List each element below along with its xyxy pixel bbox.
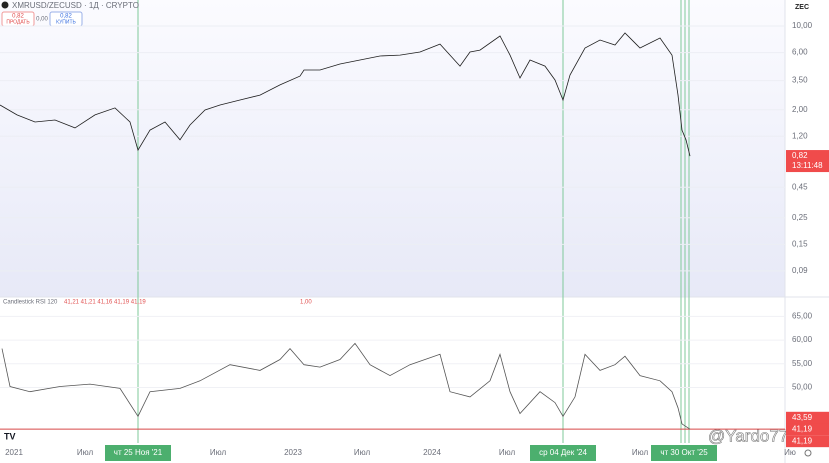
- y-tick-label: 65,00: [792, 312, 813, 321]
- price-pane: [0, 0, 785, 297]
- logo: TV: [4, 431, 16, 441]
- time-highlight: [105, 445, 171, 461]
- rsi-marker-box: [786, 411, 829, 424]
- rsi-level-label: 41,19: [792, 436, 813, 445]
- y-tick-label: 55,00: [792, 359, 813, 368]
- last-price: 0,82: [792, 151, 808, 160]
- time-label: 2024: [423, 448, 441, 457]
- watermark: @Yardo77: [708, 426, 788, 445]
- y-tick-label: 0,15: [792, 239, 808, 248]
- y-tick-label: 1,20: [792, 131, 808, 140]
- y-tick-label: 60,00: [792, 335, 813, 344]
- y-tick-label: 0,09: [792, 266, 808, 275]
- time-label: Июл: [77, 448, 94, 457]
- time-label: Июл: [354, 448, 371, 457]
- time-highlight-label: ср 04 Дек '24: [539, 448, 587, 457]
- last-price-box: [786, 150, 829, 173]
- y-tick-label: 0,25: [792, 213, 808, 222]
- y-tick-label: 0,45: [792, 182, 808, 191]
- rsi-level-box: [786, 435, 829, 448]
- price-line: [0, 32, 691, 157]
- rsi-marker-box: [786, 423, 829, 436]
- time-label: Июл: [210, 448, 227, 457]
- time-label: Июл: [499, 448, 516, 457]
- time-label: Июл: [632, 448, 649, 457]
- y-tick-label: 50,00: [792, 383, 813, 392]
- symbol-icon: [1, 1, 9, 9]
- rsi-values: 41,21 41,21 41,16 41,19 41,19: [64, 300, 146, 306]
- price-line: [1, 342, 691, 430]
- time-highlight-label: чт 25 Ноя '21: [114, 448, 163, 457]
- rsi-title: Candlestick RSI 120: [3, 300, 58, 306]
- rsi-pane: [0, 297, 785, 440]
- sell-label: ПРОДАТЬ: [6, 19, 30, 25]
- y-tick-label: 2,00: [792, 105, 808, 114]
- buy-price: 0,82: [60, 14, 72, 20]
- spread: 0,00: [36, 17, 48, 23]
- rsi-marker-label: 43,59: [792, 413, 813, 422]
- settings-icon[interactable]: [804, 449, 812, 457]
- buy-label: КУПИТЬ: [56, 19, 76, 25]
- time-highlight: [530, 445, 596, 461]
- time-highlight: [651, 445, 717, 461]
- countdown: 13:11:48: [792, 161, 823, 170]
- time-highlight-label: чт 30 Окт '25: [660, 448, 708, 457]
- session-lines: [137, 0, 690, 443]
- y-tick-label: 6,00: [792, 48, 808, 57]
- time-label: 2023: [284, 448, 302, 457]
- sell-price: 0,82: [12, 14, 24, 20]
- rsi-level-text: 1,00: [300, 300, 312, 306]
- y-tick-label: 3,50: [792, 76, 808, 85]
- time-label: Ию: [784, 448, 796, 457]
- rsi-marker-label: 41,19: [792, 424, 813, 433]
- symbol: XMRUSD/ZECUSD · 1Д · CRYPTO: [12, 1, 139, 10]
- currency: ZEC: [795, 4, 809, 11]
- time-label: 2021: [5, 448, 23, 457]
- y-tick-label: 10,00: [792, 21, 813, 30]
